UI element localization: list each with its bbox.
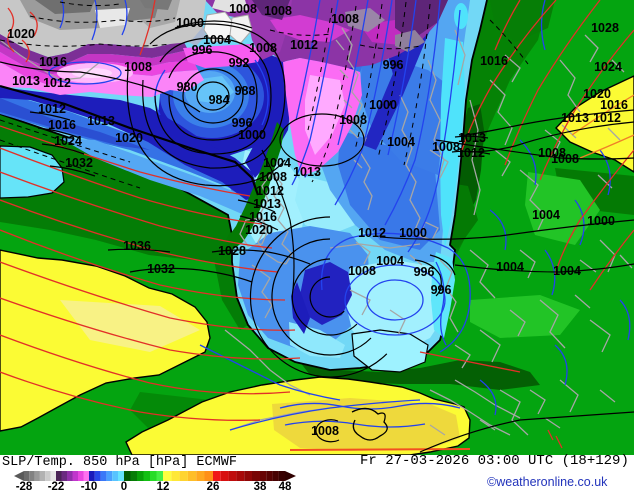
svg-text:1008: 1008 [551, 152, 579, 166]
svg-text:1012: 1012 [256, 184, 284, 198]
svg-text:1036: 1036 [123, 239, 151, 253]
svg-text:-10: -10 [81, 481, 98, 490]
svg-text:1012: 1012 [593, 111, 621, 125]
svg-text:1008: 1008 [229, 2, 257, 16]
svg-text:1013: 1013 [561, 111, 589, 125]
svg-text:SLP/Temp. 850 hPa [hPa] ECMWF: SLP/Temp. 850 hPa [hPa] ECMWF [2, 455, 237, 470]
svg-text:26: 26 [207, 481, 220, 490]
svg-text:1012: 1012 [43, 76, 71, 90]
svg-text:1020: 1020 [245, 223, 273, 237]
svg-text:1016: 1016 [600, 98, 628, 112]
svg-text:1008: 1008 [348, 264, 376, 278]
svg-text:1004: 1004 [496, 260, 524, 274]
svg-text:996: 996 [431, 283, 452, 297]
svg-text:1012: 1012 [457, 146, 485, 160]
svg-text:1016: 1016 [249, 210, 277, 224]
svg-text:1004: 1004 [203, 33, 231, 47]
svg-text:1008: 1008 [432, 140, 460, 154]
svg-text:1012: 1012 [38, 102, 66, 116]
svg-text:992: 992 [229, 56, 250, 70]
svg-text:-28: -28 [16, 481, 33, 490]
svg-text:1020: 1020 [583, 87, 611, 101]
svg-text:1004: 1004 [387, 135, 415, 149]
svg-text:1013: 1013 [458, 131, 486, 145]
svg-text:980: 980 [177, 80, 198, 94]
svg-text:1012: 1012 [358, 226, 386, 240]
svg-text:12: 12 [157, 481, 170, 490]
svg-text:1020: 1020 [7, 27, 35, 41]
svg-text:-22: -22 [48, 481, 65, 490]
svg-text:996: 996 [414, 265, 435, 279]
svg-text:1000: 1000 [176, 16, 204, 30]
svg-text:48: 48 [279, 481, 292, 490]
svg-text:1004: 1004 [263, 156, 291, 170]
svg-text:1012: 1012 [290, 38, 318, 52]
svg-text:1016: 1016 [39, 55, 67, 69]
svg-text:1028: 1028 [591, 21, 619, 35]
svg-text:1020: 1020 [115, 131, 143, 145]
svg-text:Fr 27-03-2026 03:00 UTC (18+12: Fr 27-03-2026 03:00 UTC (18+129) [360, 453, 629, 469]
svg-text:1004: 1004 [553, 264, 581, 278]
svg-text:1013: 1013 [293, 165, 321, 179]
svg-text:1016: 1016 [48, 118, 76, 132]
svg-text:984: 984 [209, 93, 230, 107]
svg-text:996: 996 [383, 58, 404, 72]
svg-text:1032: 1032 [147, 262, 175, 276]
svg-text:996: 996 [192, 43, 213, 57]
svg-text:1008: 1008 [259, 170, 287, 184]
svg-text:996: 996 [232, 116, 253, 130]
svg-text:38: 38 [254, 481, 267, 490]
svg-text:1004: 1004 [532, 208, 560, 222]
svg-text:1000: 1000 [587, 214, 615, 228]
svg-text:1024: 1024 [594, 60, 622, 74]
svg-text:©weatheronline.co.uk: ©weatheronline.co.uk [487, 475, 608, 489]
svg-text:1000: 1000 [399, 226, 427, 240]
svg-text:1028: 1028 [218, 244, 246, 258]
svg-text:1013: 1013 [253, 197, 281, 211]
svg-text:1008: 1008 [124, 60, 152, 74]
svg-text:1013: 1013 [87, 114, 115, 128]
svg-text:1008: 1008 [264, 4, 292, 18]
svg-text:1008: 1008 [311, 424, 339, 438]
svg-text:1016: 1016 [480, 54, 508, 68]
svg-text:1008: 1008 [538, 146, 566, 160]
svg-text:988: 988 [235, 84, 256, 98]
svg-text:0: 0 [121, 481, 127, 490]
svg-text:1008: 1008 [331, 12, 359, 26]
svg-text:1004: 1004 [376, 254, 404, 268]
svg-text:1024: 1024 [54, 134, 82, 148]
svg-text:1013: 1013 [12, 74, 40, 88]
svg-text:1000: 1000 [238, 128, 266, 142]
svg-text:1000: 1000 [369, 98, 397, 112]
svg-text:1032: 1032 [65, 156, 93, 170]
svg-text:1008: 1008 [249, 41, 277, 55]
svg-text:1008: 1008 [339, 113, 367, 127]
